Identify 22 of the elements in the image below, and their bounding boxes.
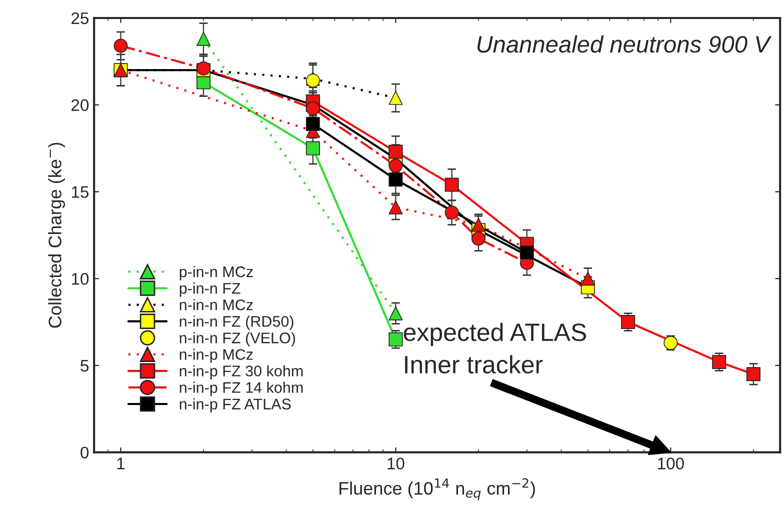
y-tick-label: 5 xyxy=(80,360,89,372)
legend-label: n-in-n MCz xyxy=(180,299,253,310)
legend-label: n-in-p FZ 14 kohm xyxy=(180,382,303,396)
y-tick-label: 15 xyxy=(72,186,89,198)
y-tick-label: 25 xyxy=(72,12,89,24)
legend-label: p-in-n FZ xyxy=(180,282,240,297)
x-axis-title: Fluence (10$^{14}$ n$_{eq}$ cm$^{−2}$) xyxy=(340,478,535,500)
x-tick-label: 100 xyxy=(658,458,684,470)
annotation: Unannealed neutrons 900 V xyxy=(478,35,772,53)
legend-label: n-in-p MCz xyxy=(180,348,253,363)
x-tick-label: 1 xyxy=(117,458,125,470)
y-tick-label: 20 xyxy=(72,99,89,112)
x-tick-label: 10 xyxy=(388,458,404,470)
annotation: expected ATLAS Inner tracker xyxy=(404,322,586,374)
y-tick-label: 10 xyxy=(72,272,89,285)
y-axis-title: Collected Charge (ke$^{−}$) xyxy=(48,142,65,328)
legend-label: n-in-n FZ (RD50) xyxy=(180,316,294,330)
legend-label: n-in-n FZ (VELO) xyxy=(180,332,296,346)
y-tick-label: 0 xyxy=(80,446,89,459)
legend-label: n-in-p FZ ATLAS xyxy=(180,398,291,413)
legend-label: p-in-n MCz xyxy=(180,266,253,280)
legend-label: n-in-p FZ 30 kohm xyxy=(180,365,303,380)
